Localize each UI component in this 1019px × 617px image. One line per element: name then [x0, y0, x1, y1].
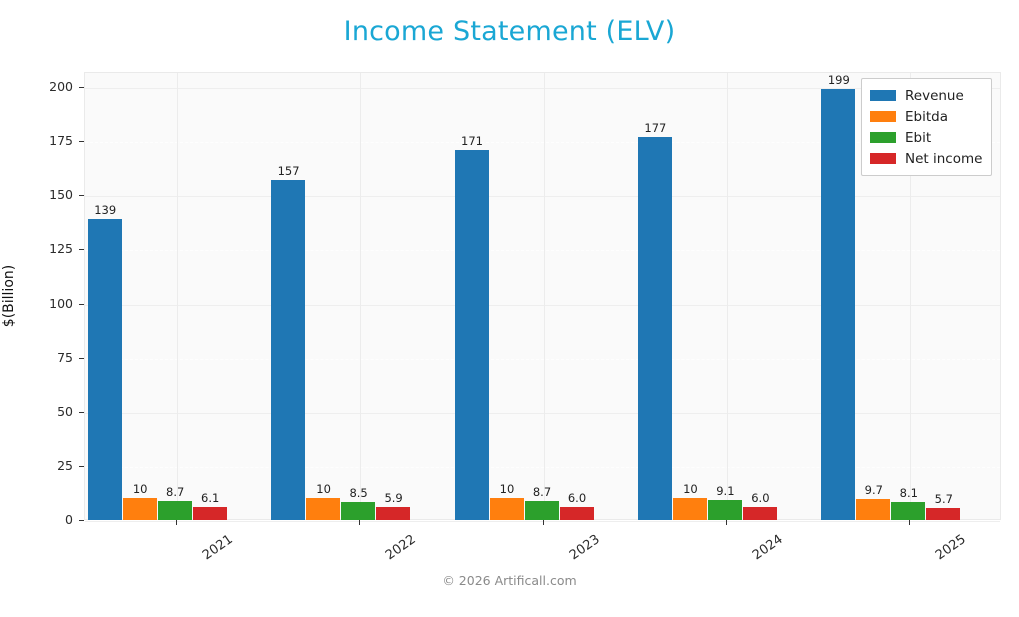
legend-color-swatch: [870, 153, 896, 164]
x-axis-tick-label: 2025: [933, 532, 969, 564]
legend-item-net-income[interactable]: Net income: [870, 148, 982, 169]
bar-ebitda-2022[interactable]: [306, 498, 341, 520]
bar-revenue-2021[interactable]: [87, 219, 122, 520]
gridline-horizontal: [85, 412, 1000, 414]
legend-item-label: Net income: [905, 150, 983, 167]
x-axis-tick-mark: [175, 520, 177, 525]
x-axis-tick-mark: [909, 520, 911, 525]
y-axis-tick-mark: [79, 303, 84, 305]
legend-item-label: Revenue: [905, 87, 964, 104]
footer-copyright: © 2026 Artificall.com: [442, 573, 577, 588]
gridline-horizontal: [85, 250, 1000, 252]
y-axis-tick-label: 150: [49, 187, 73, 203]
bar-net-income-2023[interactable]: [559, 507, 594, 520]
y-axis-tick-label: 125: [49, 241, 73, 257]
gridline-horizontal: [85, 196, 1000, 198]
bar-revenue-2024[interactable]: [637, 136, 672, 520]
legend-color-swatch: [870, 90, 896, 101]
legend-item-label: Ebitda: [905, 108, 948, 125]
bar-value-label: 157: [277, 164, 300, 179]
y-axis-tick-mark: [79, 411, 84, 413]
bar-value-label: 10: [683, 482, 698, 497]
bar-value-label: 10: [499, 482, 515, 497]
y-axis-tick-label: 100: [49, 295, 73, 311]
legend-color-swatch: [870, 132, 896, 143]
bar-value-label: 9.7: [864, 483, 883, 497]
bar-ebitda-2023[interactable]: [489, 498, 524, 520]
legend-color-swatch: [870, 111, 896, 122]
y-axis-tick-mark: [79, 249, 84, 251]
bar-value-label: 199: [827, 73, 850, 88]
x-axis-tick-label: 2021: [199, 532, 236, 564]
y-axis-tick-label: 50: [57, 403, 73, 419]
bar-value-label: 139: [94, 203, 117, 218]
gridline-vertical: [176, 73, 178, 519]
bar-ebitda-2021[interactable]: [122, 498, 157, 520]
x-axis-tick-label: 2023: [566, 532, 603, 564]
bar-value-label: 9.1: [716, 484, 735, 499]
y-axis-tick-label: 25: [57, 457, 73, 473]
gridline-vertical: [910, 73, 912, 519]
y-axis-tick-label: 75: [57, 349, 73, 365]
chart-title: Income Statement (ELV): [343, 16, 676, 47]
bar-value-label: 5.7: [934, 491, 953, 506]
x-axis-tick-mark: [725, 520, 727, 525]
bar-value-label: 8.7: [166, 485, 185, 500]
bar-revenue-2022[interactable]: [271, 180, 306, 520]
legend-item-ebitda[interactable]: Ebitda: [870, 106, 982, 127]
y-axis-tick-label: 175: [49, 133, 73, 149]
x-axis-tick-label: 2024: [749, 532, 786, 564]
y-axis-tick-mark: [79, 520, 84, 521]
bar-value-label: 177: [644, 120, 667, 135]
bar-ebitda-2025[interactable]: [856, 499, 891, 520]
bar-ebit-2022[interactable]: [341, 501, 376, 520]
gridline-vertical: [360, 73, 362, 519]
bar-net-income-2025[interactable]: [926, 507, 961, 520]
bar-value-label: 6.0: [751, 491, 770, 505]
gridline-horizontal: [85, 304, 1000, 306]
x-axis-tick-mark: [542, 520, 544, 525]
y-axis-tick-mark: [79, 87, 84, 89]
y-axis-tick-mark: [79, 195, 84, 197]
gridline-horizontal: [85, 142, 1000, 144]
y-axis-tick-mark: [79, 141, 84, 143]
x-axis-tick-mark: [359, 520, 361, 525]
bar-ebitda-2024[interactable]: [672, 498, 707, 520]
legend-item-revenue[interactable]: Revenue: [870, 85, 982, 106]
y-axis-tick-label: 0: [65, 512, 73, 527]
gridline-horizontal: [85, 88, 1000, 90]
bar-ebit-2025[interactable]: [891, 502, 926, 520]
bar-value-label: 171: [461, 133, 483, 148]
bar-value-label: 6.1: [201, 490, 220, 505]
bar-revenue-2023[interactable]: [454, 149, 489, 520]
bar-net-income-2022[interactable]: [376, 507, 411, 520]
bar-revenue-2025[interactable]: [821, 89, 856, 520]
gridline-horizontal: [85, 358, 1000, 360]
bar-value-label: 8.7: [532, 485, 552, 500]
bar-value-label: 10: [316, 482, 331, 497]
bar-net-income-2021[interactable]: [192, 506, 227, 520]
y-axis-tick-mark: [79, 465, 84, 467]
y-axis-tick-mark: [79, 357, 84, 359]
bar-net-income-2024[interactable]: [742, 507, 777, 520]
bar-value-label: 5.9: [384, 491, 403, 506]
x-axis-tick-label: 2022: [383, 532, 419, 564]
bar-ebit-2024[interactable]: [707, 500, 742, 520]
legend-item-ebit[interactable]: Ebit: [870, 127, 982, 148]
gridline-horizontal: [85, 466, 1000, 468]
chart-legend: Revenue Ebitda Ebit Net income: [861, 78, 993, 176]
bar-value-label: 6.0: [567, 491, 587, 505]
y-axis-label: $(Billion): [1, 264, 18, 328]
gridline-vertical: [726, 73, 728, 519]
bar-value-label: 10: [132, 482, 148, 497]
bar-ebit-2021[interactable]: [157, 501, 192, 520]
bar-value-label: 8.1: [899, 486, 918, 501]
bar-ebit-2023[interactable]: [524, 501, 559, 520]
legend-item-label: Ebit: [905, 129, 932, 146]
y-axis-tick-label: 200: [49, 79, 73, 95]
y-axis-label-wrapper: $(Billion): [1, 72, 36, 520]
bar-value-label: 8.5: [349, 485, 368, 500]
gridline-vertical: [543, 73, 545, 519]
